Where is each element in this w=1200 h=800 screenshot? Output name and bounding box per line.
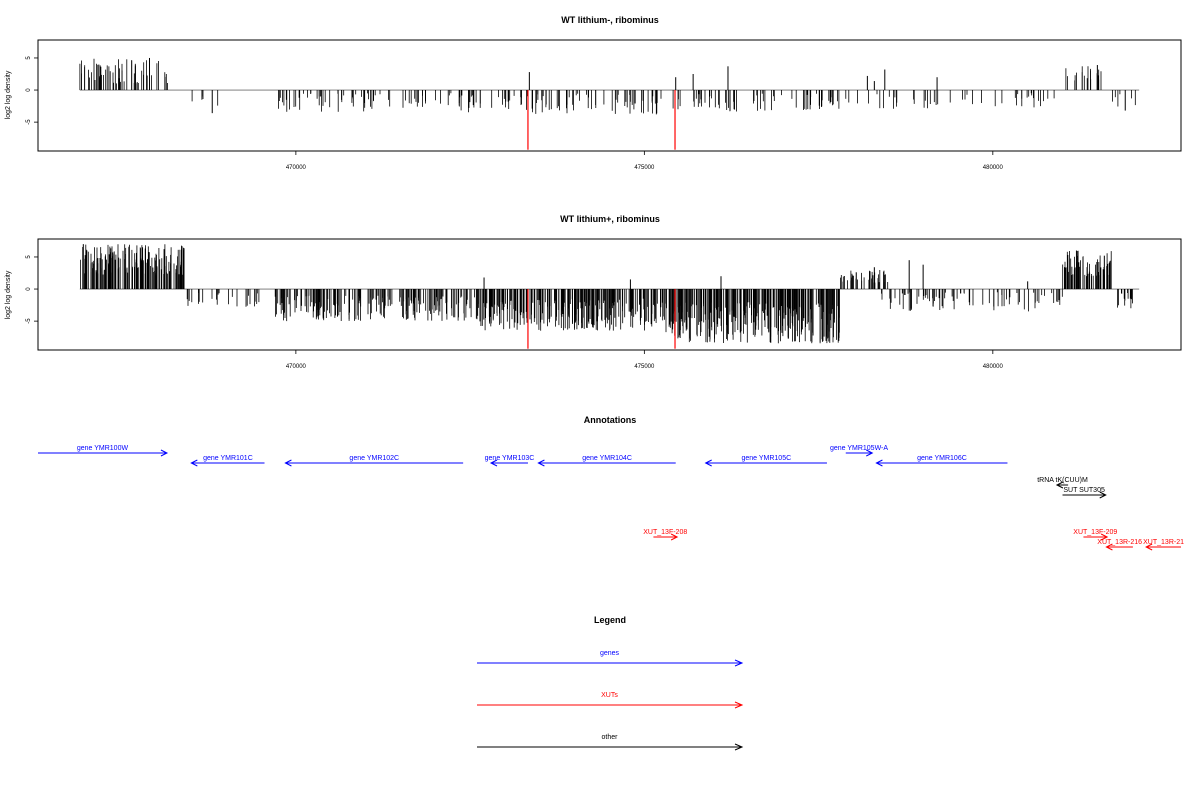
feature-arrowhead [160, 449, 169, 457]
feature-arrowhead [489, 459, 498, 467]
feature-label: gene YMR101C [203, 455, 253, 462]
feature-arrow: gene YMR101C [190, 455, 265, 467]
legend-entry: other [477, 734, 744, 751]
legend-entry-label: XUTs [601, 692, 618, 699]
y-tick-label: 5 [26, 56, 32, 60]
feature-arrow: gene YMR100W [38, 445, 169, 457]
feature-arrow: SUT SUT305 [1062, 487, 1107, 499]
feature-arrow: gene YMR105W-A [830, 445, 888, 457]
feature-label: gene YMR103C [485, 455, 535, 462]
feature-label: SUT SUT305 [1063, 487, 1105, 494]
feature-arrowhead [190, 459, 198, 467]
x-tick-label: 480000 [983, 165, 1004, 171]
feature-label: gene YMR102C [349, 455, 399, 462]
feature-label: gene YMR105C [741, 455, 791, 462]
feature-arrow: tRNA tK(CUU)M [1037, 477, 1088, 489]
feature-arrow: gene YMR103C [485, 455, 535, 467]
feature-arrowhead [704, 459, 712, 467]
y-axis-label: log2 log density [5, 270, 12, 319]
legend-entry-arrowhead [734, 743, 744, 751]
feature-label: tRNA tK(CUU)M [1037, 477, 1088, 484]
y-tick-label: -5 [26, 318, 32, 324]
y-axis-label: log2 log density [5, 70, 12, 119]
feature-arrow: gene YMR102C [284, 455, 464, 467]
feature-label: gene YMR100W [77, 445, 129, 452]
feature-arrowhead [1105, 543, 1113, 551]
feature-arrowhead [1055, 481, 1064, 489]
feature-arrow: gene YMR105C [704, 455, 827, 467]
feature-arrow: gene YMR106C [875, 455, 1008, 467]
x-axis: 470000 475000 480000 [286, 151, 1004, 171]
y-tick-label: 0 [26, 88, 32, 92]
feature-label: gene YMR106C [917, 455, 967, 462]
legend-entry-arrowhead [734, 659, 744, 667]
x-axis: 470000 475000 480000 [286, 350, 1004, 370]
feature-arrowhead [1099, 491, 1107, 499]
x-tick-label: 475000 [634, 364, 655, 370]
feature-label: XUT_13F-208 [643, 529, 687, 536]
feature-label: XUT_13R-21 [1143, 539, 1184, 546]
feature-arrow: XUT_13F-209 [1073, 529, 1117, 541]
x-tick-label: 470000 [286, 364, 307, 370]
legend-entry-label: genes [600, 650, 620, 657]
feature-arrowhead [670, 533, 679, 541]
plot-frame [37, 39, 1182, 152]
feature-arrowhead [537, 459, 545, 467]
plot-frame [37, 238, 1182, 351]
feature-arrowhead [284, 459, 292, 467]
legend-entry: XUTs [477, 692, 744, 709]
feature-arrowhead [1100, 533, 1109, 541]
y-axis: -5 0 5 [26, 56, 38, 125]
feature-arrow: gene YMR104C [537, 455, 676, 467]
feature-arrow: XUT_13F-208 [643, 529, 687, 541]
x-tick-label: 470000 [286, 165, 307, 171]
legend-entries-group: genes XUTs other [477, 650, 744, 751]
track-title: WT lithium-, ribominus [561, 15, 659, 25]
legend-panel: Legend genes XUTs other [477, 615, 744, 751]
feature-label: gene YMR104C [582, 455, 632, 462]
feature-label: XUT_13R-216 [1097, 539, 1142, 546]
feature-arrowhead [1145, 543, 1153, 551]
feature-label: XUT_13F-209 [1073, 529, 1117, 536]
legend-entry-label: other [602, 734, 619, 741]
y-tick-label: -5 [26, 119, 32, 125]
legend-entry-arrowhead [734, 701, 744, 709]
feature-arrow: XUT_13R-216 [1097, 539, 1142, 551]
feature-arrow: XUT_13R-21 [1143, 539, 1184, 551]
highlight-bars-group [527, 90, 676, 150]
bars-group [79, 57, 1140, 115]
legend-title: Legend [594, 615, 626, 625]
feature-label: gene YMR105W-A [830, 445, 888, 452]
x-tick-label: 480000 [983, 364, 1004, 370]
y-tick-label: 5 [26, 255, 32, 259]
annotations-title: Annotations [584, 415, 637, 425]
x-tick-label: 475000 [634, 165, 655, 171]
feature-arrows-group: gene YMR100W gene YMR101C gene YMR102C gene… [38, 445, 1184, 551]
highlight-bars-group [527, 289, 676, 349]
bars-group [79, 244, 1140, 344]
y-tick-label: 0 [26, 287, 32, 291]
feature-arrowhead [866, 449, 874, 457]
track-panel-lithium-minus: WT lithium-, ribominus log2 log density … [5, 15, 1182, 171]
track-panel-lithium-plus: WT lithium+, ribominus log2 log density … [5, 214, 1182, 370]
y-axis: -5 0 5 [26, 255, 38, 324]
feature-arrowhead [875, 459, 883, 467]
track-title: WT lithium+, ribominus [560, 214, 660, 224]
legend-entry: genes [477, 650, 744, 667]
